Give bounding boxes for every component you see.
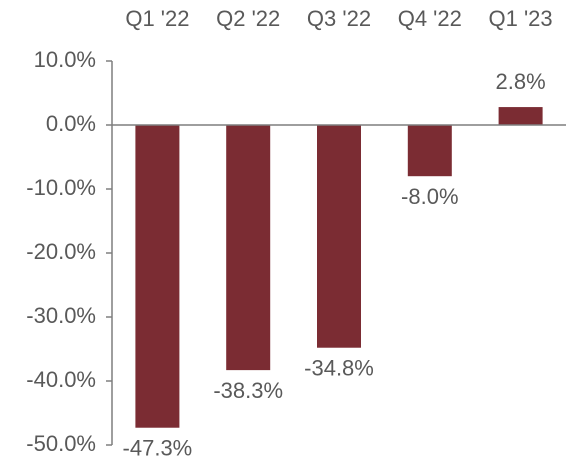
y-tick-label: -50.0%: [26, 431, 96, 456]
x-tick-label: Q2 '22: [216, 6, 280, 31]
y-tick-label: -40.0%: [26, 367, 96, 392]
y-tick-label: 10.0%: [34, 47, 96, 72]
bar: [407, 125, 452, 177]
x-tick-label: Q1 '22: [125, 6, 189, 31]
x-tick-label: Q4 '22: [398, 6, 462, 31]
value-label: -34.8%: [304, 356, 374, 381]
bar: [226, 125, 271, 371]
y-tick-label: 0.0%: [46, 111, 96, 136]
x-tick-label: Q1 '23: [489, 6, 553, 31]
value-label: 2.8%: [496, 69, 546, 94]
y-tick-label: -30.0%: [26, 303, 96, 328]
value-label: -47.3%: [123, 436, 193, 459]
value-label: -8.0%: [401, 184, 458, 209]
bar: [135, 125, 180, 428]
x-tick-label: Q3 '22: [307, 6, 371, 31]
bar: [498, 107, 543, 125]
bar: [317, 125, 361, 348]
y-tick-label: -10.0%: [26, 175, 96, 200]
value-label: -38.3%: [213, 378, 283, 403]
y-tick-label: -20.0%: [26, 239, 96, 264]
